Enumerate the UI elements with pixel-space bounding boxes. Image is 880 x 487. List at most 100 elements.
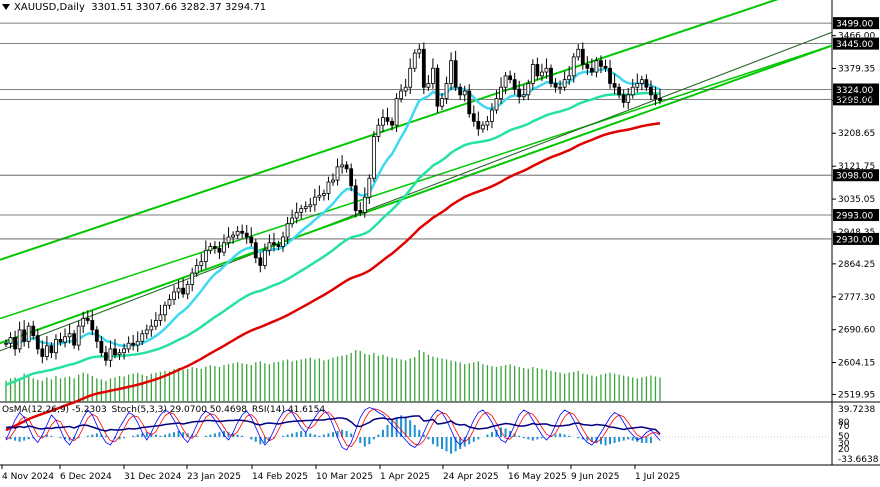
level-price-label: 2993.00 (836, 212, 873, 222)
level-price-label: 3324.00 (836, 86, 873, 96)
price-tick-label: 3379.35 (838, 65, 875, 75)
candle-body (412, 52, 417, 69)
candle-body (585, 64, 590, 69)
candle-body (190, 272, 195, 285)
price-tick-label: 3294.71 (838, 97, 875, 107)
symbol-label: XAUUSD,Daily (14, 2, 85, 13)
time-tick-label: 10 Mar 2025 (316, 472, 373, 482)
candle-body (594, 60, 599, 73)
candle-body (163, 304, 167, 316)
candle-body (394, 98, 399, 126)
candle-body (176, 287, 181, 293)
candle-body (203, 249, 208, 263)
candle-body (90, 320, 95, 331)
candle-body (63, 336, 67, 343)
candle-body (262, 249, 267, 266)
candle-body (135, 340, 140, 346)
candle-body (281, 236, 285, 247)
candle-body (244, 232, 249, 238)
candle-body (403, 86, 408, 92)
candle-body (322, 193, 326, 196)
candle-body (94, 329, 99, 342)
candle-body (353, 185, 358, 211)
candle-body (476, 120, 481, 130)
level-price-box (833, 169, 879, 182)
candle-body (558, 86, 562, 89)
indicator-axis-label: 50 (838, 432, 850, 442)
candle-body (172, 291, 176, 301)
candle-body (217, 248, 222, 253)
level-price-label: 3298.00 (836, 96, 873, 106)
candle-body (644, 79, 649, 88)
candle-body (131, 342, 136, 346)
candle-body (276, 244, 281, 247)
candle-body (26, 325, 31, 342)
candle-body (76, 325, 81, 346)
price-tick-label: 3466.00 (838, 32, 875, 42)
candle-body (44, 345, 49, 357)
candle-body (408, 67, 413, 88)
candle-body (612, 83, 617, 88)
rsi-line (5, 415, 661, 435)
candle-body (639, 79, 644, 84)
candle-body (599, 60, 603, 67)
time-tick-label: 14 Feb 2025 (252, 472, 308, 482)
level-price-box (833, 209, 879, 222)
price-axis[interactable]: 3466.00 3379.35 3294.71 3208.65 3121.75 3035.… (832, 32, 875, 401)
candle-body (185, 284, 190, 295)
candle-body (140, 333, 145, 342)
candle-body (267, 242, 272, 251)
indicator-axis-label: 39.7238 (838, 405, 875, 415)
price-tick-label: 2777.30 (838, 293, 875, 303)
indicator-axis-label: -33.6638 (838, 455, 879, 465)
candle-body (222, 242, 226, 253)
candle-body (167, 299, 172, 306)
candle-body (99, 340, 104, 354)
time-axis[interactable]: 4 Nov 2024 6 Dec 2024 31 Dec 2024 23 Jan 20… (1, 465, 680, 482)
candle-body (567, 75, 572, 81)
candle-body (290, 217, 295, 225)
candle-body (444, 83, 449, 100)
candle-body (122, 348, 126, 354)
time-tick-label: 1 Apr 2025 (380, 472, 430, 482)
candle-body (54, 339, 58, 354)
candle-body (349, 168, 354, 187)
candle-body (13, 337, 17, 350)
stoch-label: Stoch(5,3,3) 29.0700 50.4698 (111, 405, 248, 415)
candle-body (458, 86, 463, 96)
price-tick-label: 3208.65 (838, 129, 875, 139)
candle-body (4, 342, 8, 345)
candle-body (253, 242, 258, 259)
stoch-main-line (5, 407, 661, 451)
level-price-label: 3445.00 (836, 40, 873, 50)
candle-body (126, 342, 131, 350)
stoch-signal-line (5, 408, 661, 448)
candle-body (630, 86, 635, 96)
candle-body (526, 83, 531, 96)
candle-body (381, 117, 385, 126)
indicator-axis-label: 30 (838, 439, 850, 449)
candle-body (580, 48, 585, 65)
candle-body (658, 98, 662, 101)
candle-body (653, 94, 658, 100)
candle-body (490, 109, 494, 122)
candle-body (521, 94, 526, 98)
candle-body (258, 257, 263, 266)
volume-bars (5, 350, 661, 402)
candle-body (149, 325, 154, 331)
symbol-dropdown-icon[interactable] (2, 4, 10, 10)
candle-body (199, 261, 204, 266)
indicator-axis-label: 20 (838, 445, 850, 455)
candle-body (440, 98, 444, 107)
price-tick-label: 2604.15 (838, 359, 875, 369)
candle-body (512, 79, 517, 90)
candle-body (208, 246, 213, 251)
candle-body (58, 339, 63, 343)
candle-body (494, 98, 499, 111)
candle-body (553, 83, 558, 88)
level-price-label: 2930.00 (836, 235, 873, 245)
candle-body (299, 208, 304, 213)
time-tick-label: 9 Jun 2025 (571, 472, 619, 482)
